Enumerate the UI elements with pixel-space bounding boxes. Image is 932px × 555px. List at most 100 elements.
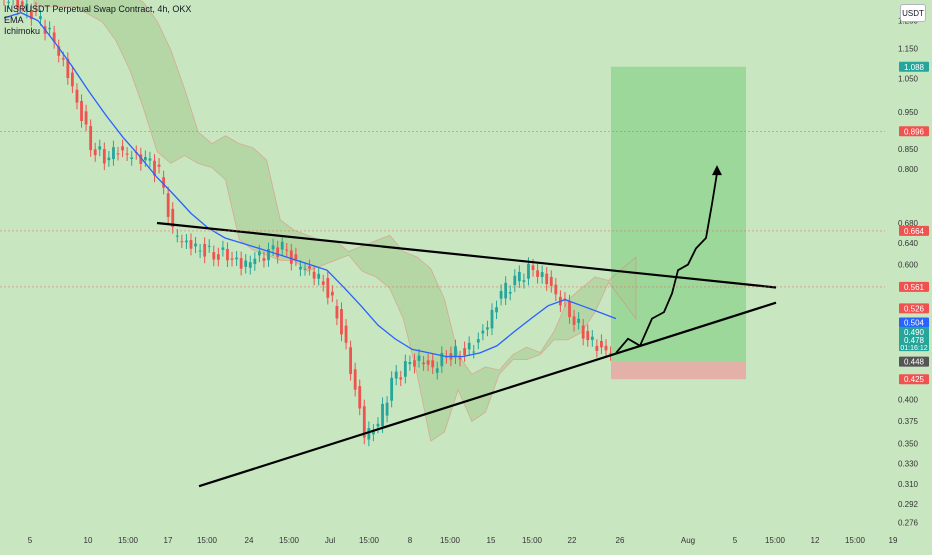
candle-body[interactable] bbox=[312, 271, 316, 279]
candle-body[interactable] bbox=[130, 157, 134, 160]
candle-body[interactable] bbox=[609, 352, 612, 354]
candle-body[interactable] bbox=[257, 251, 261, 256]
candle-body[interactable] bbox=[262, 258, 266, 261]
candle-body[interactable] bbox=[93, 149, 97, 156]
candle-body[interactable] bbox=[180, 241, 184, 243]
candle-body[interactable] bbox=[581, 325, 585, 339]
candle-body[interactable] bbox=[148, 158, 152, 161]
candle-body[interactable] bbox=[98, 146, 102, 150]
candle-body[interactable] bbox=[235, 257, 238, 260]
candle-body[interactable] bbox=[66, 58, 70, 79]
currency-button[interactable]: USDT bbox=[900, 4, 926, 22]
candle-body[interactable] bbox=[353, 369, 357, 390]
candle-body[interactable] bbox=[321, 281, 325, 285]
target-zone[interactable] bbox=[611, 66, 746, 362]
candle-body[interactable] bbox=[413, 360, 416, 367]
candle-body[interactable] bbox=[463, 348, 467, 356]
candle-body[interactable] bbox=[372, 430, 375, 435]
candle-body[interactable] bbox=[554, 284, 558, 295]
candle-body[interactable] bbox=[48, 27, 52, 30]
candle-body[interactable] bbox=[25, 3, 29, 12]
candle-body[interactable] bbox=[75, 89, 79, 103]
candle-body[interactable] bbox=[435, 368, 439, 373]
candle-body[interactable] bbox=[549, 276, 553, 286]
candle-body[interactable] bbox=[289, 250, 293, 264]
candle-body[interactable] bbox=[153, 160, 156, 176]
candle-body[interactable] bbox=[358, 386, 362, 409]
candle-body[interactable] bbox=[7, 1, 10, 3]
candle-body[interactable] bbox=[545, 273, 549, 285]
candle-body[interactable] bbox=[586, 331, 590, 341]
candle-body[interactable] bbox=[508, 291, 512, 294]
candle-body[interactable] bbox=[203, 243, 207, 257]
candle-body[interactable] bbox=[490, 309, 494, 329]
candle-body[interactable] bbox=[285, 249, 289, 251]
candle-body[interactable] bbox=[454, 346, 457, 358]
ema-indicator-label[interactable]: EMA bbox=[4, 15, 24, 25]
candle-body[interactable] bbox=[16, 0, 20, 9]
candle-body[interactable] bbox=[572, 316, 576, 325]
candle-body[interactable] bbox=[472, 351, 476, 353]
candle-body[interactable] bbox=[216, 254, 220, 260]
candle-body[interactable] bbox=[185, 240, 188, 243]
candle-body[interactable] bbox=[467, 342, 471, 350]
candle-body[interactable] bbox=[458, 357, 462, 360]
candle-body[interactable] bbox=[394, 371, 398, 379]
candle-body[interactable] bbox=[408, 362, 412, 365]
candle-body[interactable] bbox=[504, 282, 508, 299]
candle-body[interactable] bbox=[175, 235, 179, 237]
candle-body[interactable] bbox=[189, 240, 193, 249]
candle-body[interactable] bbox=[367, 428, 371, 440]
candle-body[interactable] bbox=[226, 248, 229, 261]
candle-body[interactable] bbox=[600, 340, 603, 348]
candle-body[interactable] bbox=[335, 305, 339, 319]
candle-body[interactable] bbox=[440, 352, 444, 367]
candle-body[interactable] bbox=[107, 157, 111, 161]
candle-body[interactable] bbox=[125, 153, 129, 155]
candle-body[interactable] bbox=[89, 126, 93, 151]
candle-body[interactable] bbox=[102, 149, 106, 164]
candle-body[interactable] bbox=[349, 347, 353, 374]
candle-body[interactable] bbox=[171, 208, 175, 228]
candle-body[interactable] bbox=[244, 260, 248, 267]
candle-body[interactable] bbox=[536, 270, 539, 277]
candle-body[interactable] bbox=[198, 250, 202, 252]
candle-body[interactable] bbox=[29, 10, 33, 20]
candle-body[interactable] bbox=[577, 318, 581, 323]
candle-body[interactable] bbox=[267, 249, 270, 261]
candle-body[interactable] bbox=[385, 402, 389, 416]
candle-body[interactable] bbox=[330, 291, 334, 296]
candle-body[interactable] bbox=[426, 360, 430, 365]
candle-body[interactable] bbox=[143, 157, 147, 161]
candle-body[interactable] bbox=[294, 254, 298, 260]
candle-body[interactable] bbox=[80, 100, 83, 121]
candle-body[interactable] bbox=[390, 377, 394, 401]
candle-body[interactable] bbox=[495, 307, 498, 313]
candle-body[interactable] bbox=[340, 309, 343, 335]
candle-body[interactable] bbox=[595, 345, 599, 351]
candle-body[interactable] bbox=[57, 46, 61, 56]
candle-body[interactable] bbox=[381, 403, 384, 427]
candle-body[interactable] bbox=[116, 153, 120, 155]
candle-body[interactable] bbox=[221, 247, 225, 250]
projection-line[interactable] bbox=[615, 172, 718, 354]
candle-body[interactable] bbox=[486, 327, 489, 330]
candle-body[interactable] bbox=[399, 377, 403, 380]
symbol-title[interactable]: INSRUSDT Perpetual Swap Contract, 4h, OK… bbox=[4, 4, 192, 14]
candle-body[interactable] bbox=[157, 164, 161, 167]
candle-body[interactable] bbox=[422, 362, 425, 365]
candle-body[interactable] bbox=[194, 243, 197, 247]
candle-body[interactable] bbox=[540, 272, 544, 277]
candle-body[interactable] bbox=[34, 8, 38, 10]
candle-body[interactable] bbox=[299, 266, 302, 270]
candle-body[interactable] bbox=[517, 271, 521, 282]
candle-body[interactable] bbox=[481, 330, 485, 334]
candle-body[interactable] bbox=[280, 241, 284, 250]
candle-body[interactable] bbox=[61, 58, 65, 60]
candle-body[interactable] bbox=[84, 111, 88, 125]
candle-body[interactable] bbox=[590, 336, 594, 341]
candle-body[interactable] bbox=[376, 423, 380, 427]
candle-body[interactable] bbox=[239, 258, 243, 269]
candle-body[interactable] bbox=[52, 32, 56, 42]
candle-body[interactable] bbox=[212, 252, 216, 260]
